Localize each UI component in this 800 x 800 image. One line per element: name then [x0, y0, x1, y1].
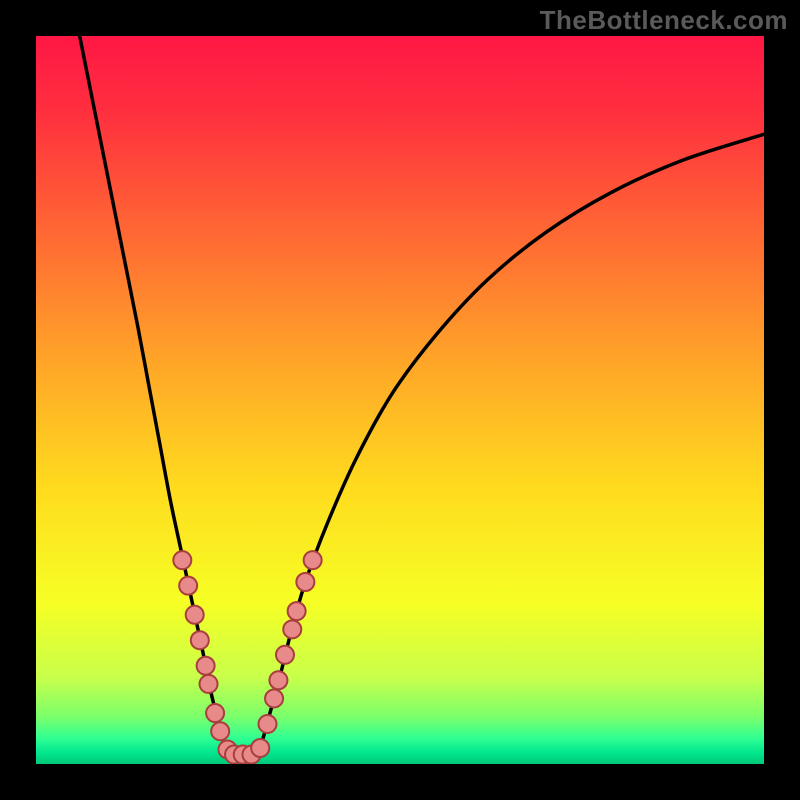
data-marker [173, 551, 191, 569]
data-marker [276, 646, 294, 664]
plot-area [36, 36, 764, 764]
data-marker [288, 602, 306, 620]
data-marker [197, 657, 215, 675]
data-marker [251, 739, 269, 757]
data-marker [265, 689, 283, 707]
data-marker [296, 573, 314, 591]
bottleneck-curve-chart [36, 36, 764, 764]
data-marker [200, 675, 218, 693]
chart-frame: TheBottleneck.com [0, 0, 800, 800]
data-marker [186, 606, 204, 624]
watermark-text: TheBottleneck.com [540, 5, 788, 36]
data-marker [259, 715, 277, 733]
data-marker [206, 704, 224, 722]
gradient-background [36, 36, 764, 764]
data-marker [211, 722, 229, 740]
data-marker [179, 577, 197, 595]
data-marker [191, 631, 209, 649]
data-marker [304, 551, 322, 569]
data-marker [269, 671, 287, 689]
data-marker [283, 620, 301, 638]
